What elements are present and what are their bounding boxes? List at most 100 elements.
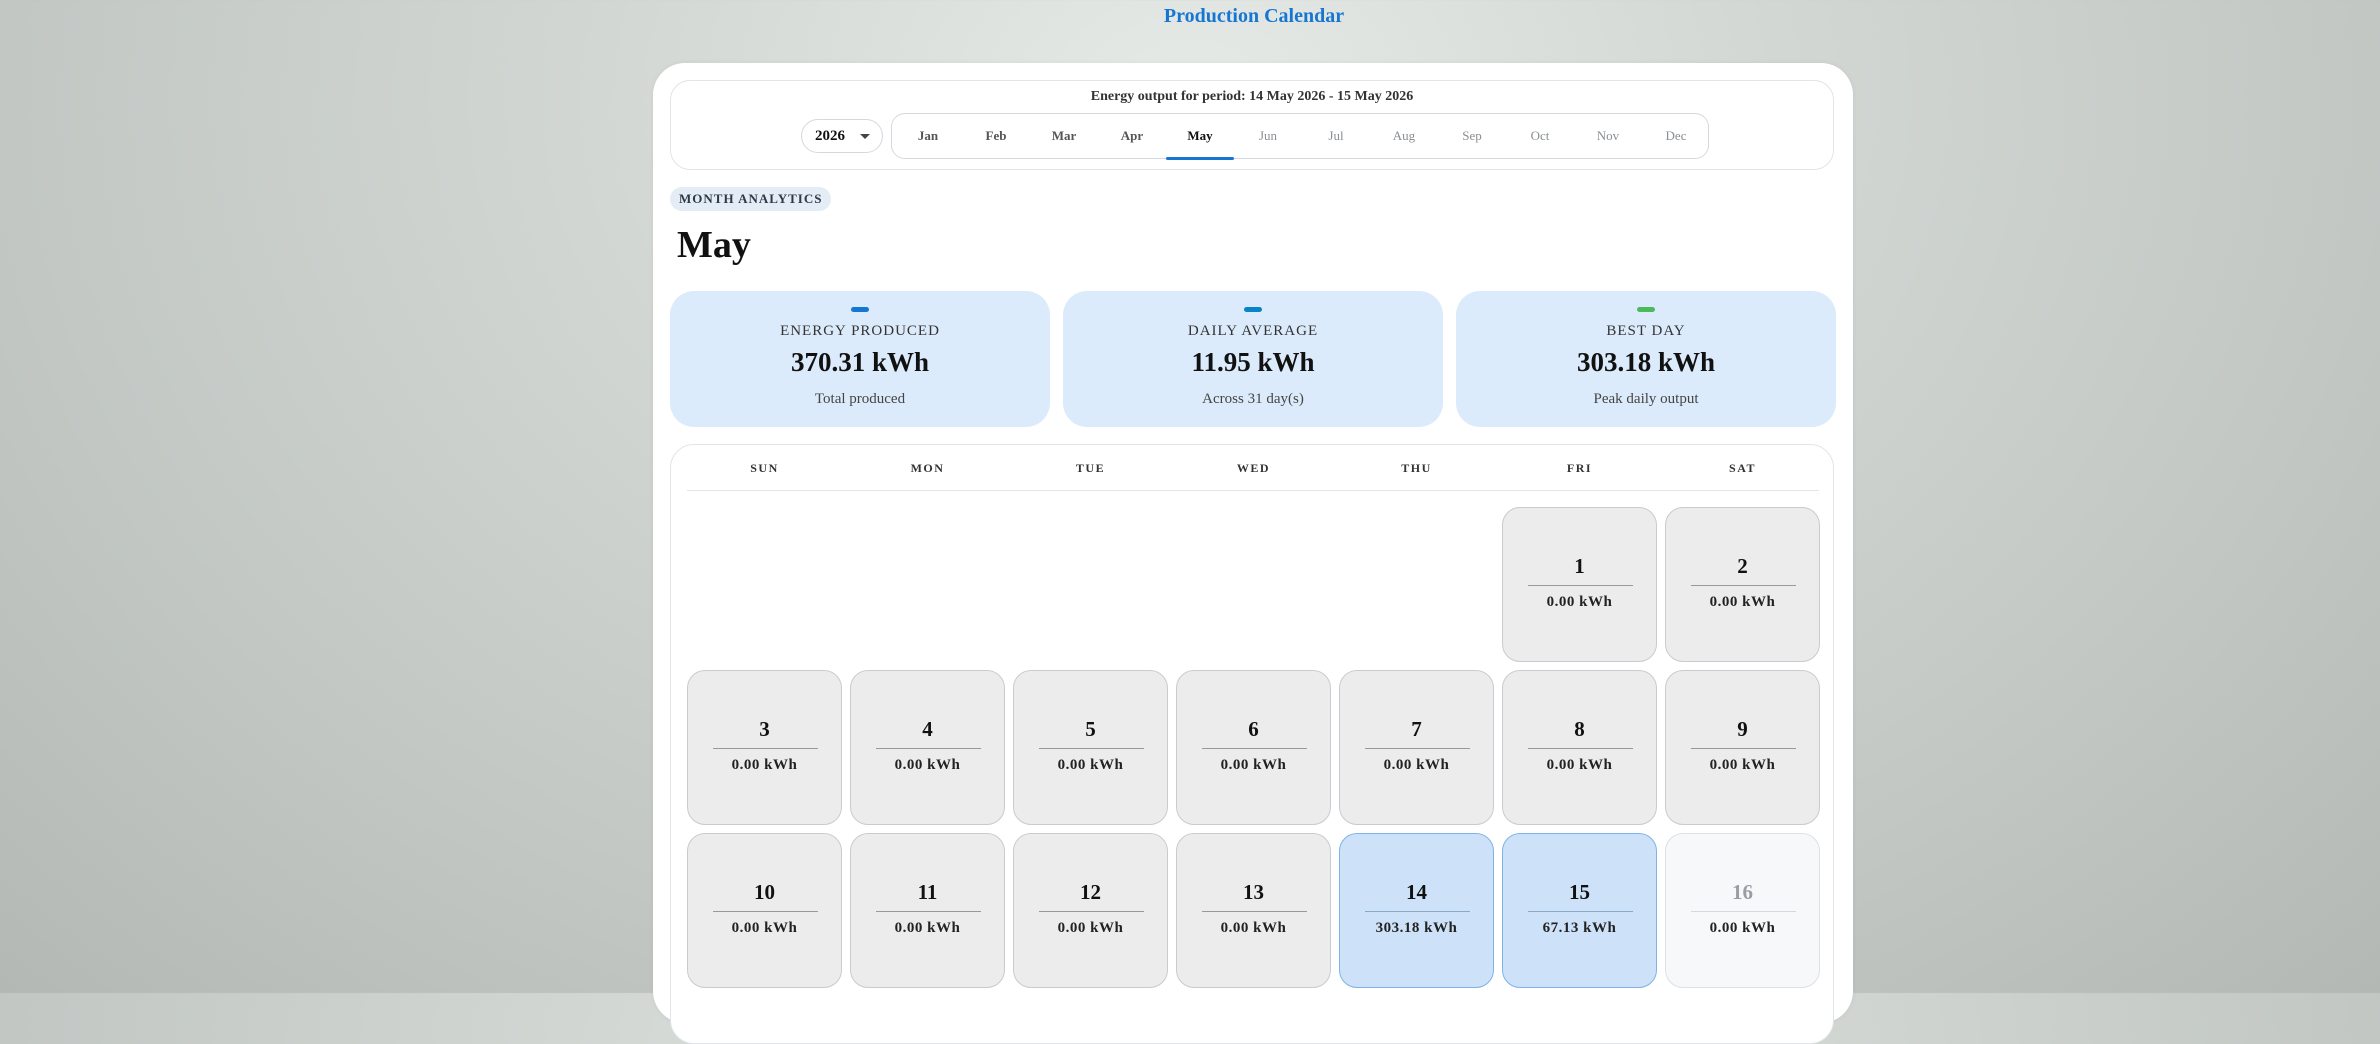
- day-cell-12[interactable]: 12 0.00 kWh: [1013, 833, 1168, 988]
- calendar-card: Energy output for period: 14 May 2026 - …: [653, 63, 1853, 1044]
- tab-aug[interactable]: Aug: [1392, 128, 1416, 143]
- day-energy: 0.00 kWh: [1709, 757, 1776, 773]
- day-energy: 0.00 kWh: [1709, 920, 1776, 936]
- day-energy: 0.00 kWh: [1220, 757, 1287, 773]
- tab-jul[interactable]: Jul: [1328, 128, 1344, 143]
- stat-caption: Peak daily output: [1593, 391, 1699, 407]
- day-energy: 0.00 kWh: [1057, 920, 1124, 936]
- day-energy: 0.00 kWh: [1546, 594, 1613, 610]
- day-cell-6[interactable]: 6 0.00 kWh: [1176, 670, 1331, 825]
- divider: [1202, 911, 1307, 912]
- stat-label: DAILY AVERAGE: [1187, 323, 1319, 339]
- day-cell-3[interactable]: 3 0.00 kWh: [687, 670, 842, 825]
- weekday-header: WED: [1236, 461, 1271, 475]
- day-energy: 0.00 kWh: [894, 920, 961, 936]
- month-tabs: Jan Feb Mar Apr May Jun Jul Aug Sep Oct …: [891, 113, 1709, 160]
- divider: [1691, 585, 1796, 586]
- weekday-header: SUN: [750, 461, 779, 475]
- tab-oct[interactable]: Oct: [1530, 128, 1550, 143]
- stat-accent-bar: [851, 307, 869, 312]
- day-energy: 0.00 kWh: [1057, 757, 1124, 773]
- day-number: 3: [759, 717, 770, 741]
- day-cell-13[interactable]: 13 0.00 kWh: [1176, 833, 1331, 988]
- divider: [1528, 748, 1633, 749]
- divider: [713, 911, 818, 912]
- day-energy: 0.00 kWh: [731, 757, 798, 773]
- day-number: 9: [1737, 717, 1748, 741]
- divider: [1528, 911, 1633, 912]
- page-title: Production Calendar: [1163, 5, 1345, 27]
- weekday-header: FRI: [1566, 461, 1593, 475]
- tab-mar[interactable]: Mar: [1051, 128, 1077, 143]
- divider: [1039, 748, 1144, 749]
- tab-jan[interactable]: Jan: [917, 128, 939, 143]
- day-cell-14[interactable]: 14 303.18 kWh: [1339, 833, 1494, 988]
- day-cell-9[interactable]: 9 0.00 kWh: [1665, 670, 1820, 825]
- period-text: Energy output for period: 14 May 2026 - …: [1090, 89, 1414, 104]
- day-number: 10: [754, 880, 775, 904]
- tab-jun[interactable]: Jun: [1258, 128, 1278, 143]
- day-number: 7: [1411, 717, 1422, 741]
- month-heading: May: [677, 224, 751, 266]
- day-number: 11: [917, 880, 938, 904]
- tab-sep[interactable]: Sep: [1462, 128, 1482, 143]
- day-number: 16: [1732, 880, 1753, 904]
- day-cell-8[interactable]: 8 0.00 kWh: [1502, 670, 1657, 825]
- weekday-header: TUE: [1075, 461, 1106, 475]
- chevron-down-icon: [860, 134, 870, 139]
- stat-caption: Total produced: [814, 391, 906, 407]
- divider: [1365, 748, 1470, 749]
- tab-may[interactable]: May: [1166, 114, 1234, 160]
- year-select-value: 2026: [815, 128, 845, 144]
- day-energy: 0.00 kWh: [1546, 757, 1613, 773]
- day-cell-7[interactable]: 7 0.00 kWh: [1339, 670, 1494, 825]
- day-energy: 0.00 kWh: [894, 757, 961, 773]
- tab-apr[interactable]: Apr: [1120, 128, 1144, 143]
- tab-feb[interactable]: Feb: [985, 128, 1007, 143]
- divider: [1202, 748, 1307, 749]
- stat-daily-average: DAILY AVERAGE 11.95 kWh Across 31 day(s): [1063, 291, 1443, 427]
- day-cell-15[interactable]: 15 67.13 kWh: [1502, 833, 1657, 988]
- calendar-grid: SUN MON TUE WED THU FRI SAT 1 0.00 kWh 2…: [670, 444, 1834, 1044]
- day-energy: 303.18 kWh: [1375, 920, 1458, 936]
- period-selector: Energy output for period: 14 May 2026 - …: [670, 80, 1834, 170]
- year-select[interactable]: 2026: [801, 119, 883, 153]
- day-cell-4[interactable]: 4 0.00 kWh: [850, 670, 1005, 825]
- day-number: 14: [1406, 880, 1427, 904]
- divider: [1691, 911, 1796, 912]
- day-number: 6: [1248, 717, 1259, 741]
- stat-accent-bar: [1637, 307, 1655, 312]
- day-cell-5[interactable]: 5 0.00 kWh: [1013, 670, 1168, 825]
- weekday-header: SAT: [1729, 461, 1756, 475]
- divider: [713, 748, 818, 749]
- day-cell-11[interactable]: 11 0.00 kWh: [850, 833, 1005, 988]
- day-cell-2[interactable]: 2 0.00 kWh: [1665, 507, 1820, 662]
- day-energy: 0.00 kWh: [1709, 594, 1776, 610]
- divider: [1365, 911, 1470, 912]
- divider: [687, 490, 1819, 491]
- day-number: 15: [1569, 880, 1590, 904]
- tab-nov[interactable]: Nov: [1596, 128, 1620, 143]
- day-number: 12: [1080, 880, 1101, 904]
- stat-caption: Across 31 day(s): [1202, 391, 1304, 407]
- day-number: 13: [1243, 880, 1264, 904]
- day-energy: 0.00 kWh: [1383, 757, 1450, 773]
- day-number: 5: [1085, 717, 1096, 741]
- day-number: 4: [922, 717, 933, 741]
- day-energy: 0.00 kWh: [1220, 920, 1287, 936]
- divider: [1039, 911, 1144, 912]
- day-number: 2: [1737, 554, 1748, 578]
- weekday-header: MON: [910, 461, 945, 475]
- stat-label: BEST DAY: [1606, 323, 1686, 339]
- day-energy: 0.00 kWh: [731, 920, 798, 936]
- divider: [876, 748, 981, 749]
- section-badge: MONTH ANALYTICS: [670, 187, 832, 211]
- day-cell-1[interactable]: 1 0.00 kWh: [1502, 507, 1657, 662]
- stat-energy-produced: ENERGY PRODUCED 370.31 kWh Total produce…: [670, 291, 1050, 427]
- day-cell-10[interactable]: 10 0.00 kWh: [687, 833, 842, 988]
- stat-value: 303.18 kWh: [1576, 347, 1716, 377]
- day-number: 8: [1574, 717, 1585, 741]
- day-cell-16[interactable]: 16 0.00 kWh: [1665, 833, 1820, 988]
- divider: [876, 911, 981, 912]
- tab-dec[interactable]: Dec: [1665, 128, 1687, 143]
